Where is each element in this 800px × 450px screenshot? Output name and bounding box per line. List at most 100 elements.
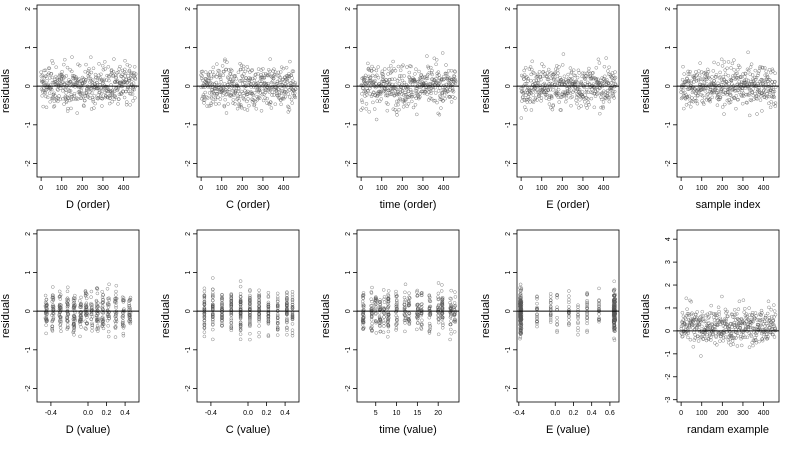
data-point — [574, 79, 579, 83]
data-point — [130, 71, 134, 75]
data-point — [89, 55, 93, 59]
data-point — [419, 326, 423, 330]
data-point — [718, 339, 722, 343]
data-point — [518, 302, 522, 307]
data-point — [124, 89, 128, 94]
data-point — [724, 318, 728, 323]
data-point — [711, 332, 715, 337]
data-point — [115, 79, 120, 83]
data-point — [729, 343, 733, 347]
data-point — [749, 317, 753, 322]
data-point — [548, 306, 553, 311]
data-point — [42, 68, 46, 73]
data-point — [114, 283, 119, 288]
data-point — [58, 323, 62, 327]
data-point — [114, 305, 118, 310]
data-point — [718, 95, 723, 100]
data-point — [220, 306, 224, 311]
data-point — [576, 316, 580, 321]
y-tick-label: -1 — [345, 122, 352, 128]
data-point — [127, 68, 132, 73]
data-point — [373, 312, 378, 316]
data-point — [712, 60, 716, 65]
data-point — [440, 283, 444, 287]
data-point — [397, 107, 401, 112]
data-point — [585, 321, 589, 326]
x-tick-label: 0 — [679, 185, 683, 192]
data-point — [449, 288, 453, 293]
data-point — [443, 96, 447, 101]
data-point — [266, 307, 271, 311]
data-point — [216, 95, 220, 100]
data-point — [100, 104, 104, 108]
data-point — [361, 305, 366, 310]
data-point — [613, 299, 617, 304]
x-axis-label: sample index — [696, 199, 761, 211]
data-point — [436, 316, 440, 321]
data-point — [43, 293, 48, 298]
data-point — [688, 86, 692, 91]
data-point — [248, 299, 252, 304]
data-point — [207, 76, 212, 80]
data-point — [361, 86, 365, 90]
data-point — [266, 314, 271, 318]
data-point — [712, 79, 717, 83]
data-point — [528, 100, 532, 104]
data-point — [359, 98, 364, 102]
data-point — [79, 305, 84, 309]
x-tick-label: 300 — [97, 185, 109, 192]
data-point — [424, 81, 428, 85]
data-point — [113, 326, 118, 330]
data-point — [261, 76, 265, 80]
data-point — [552, 78, 556, 82]
data-point — [65, 65, 70, 70]
y-tick-label: -1 — [185, 122, 192, 128]
data-point — [585, 306, 589, 310]
data-point — [380, 69, 385, 74]
data-point — [745, 101, 749, 105]
data-point — [378, 298, 382, 302]
data-point — [726, 73, 731, 78]
data-point — [611, 320, 616, 324]
data-point — [769, 100, 773, 104]
data-point — [753, 68, 758, 73]
data-point — [733, 71, 738, 76]
data-point — [277, 91, 282, 95]
data-point — [773, 71, 777, 75]
data-point — [378, 302, 383, 306]
data-point — [442, 74, 446, 79]
data-point — [529, 72, 533, 77]
data-point — [706, 336, 710, 341]
data-point — [132, 87, 137, 92]
data-point — [380, 74, 385, 79]
data-point — [248, 289, 252, 293]
data-point — [114, 319, 119, 324]
data-point — [114, 289, 118, 294]
data-point — [103, 95, 108, 100]
data-point — [258, 79, 262, 84]
data-point — [290, 333, 295, 338]
data-point — [113, 321, 118, 325]
data-point — [426, 66, 431, 70]
x-tick-label: 0 — [199, 185, 203, 192]
data-point — [112, 57, 116, 61]
data-point — [65, 327, 69, 331]
data-point — [257, 319, 261, 324]
data-point — [113, 95, 118, 100]
data-point — [442, 93, 447, 97]
data-point — [440, 316, 445, 320]
x-tick-label: 0.4 — [587, 410, 597, 417]
data-point — [403, 321, 407, 325]
x-tick-label: 5 — [374, 410, 378, 417]
data-point — [39, 70, 43, 74]
data-point — [96, 304, 100, 309]
data-point — [257, 324, 261, 328]
data-point — [549, 94, 554, 98]
data-point — [693, 323, 697, 328]
data-point — [701, 337, 706, 341]
data-point — [105, 94, 110, 99]
data-point — [535, 319, 539, 324]
data-point — [751, 338, 756, 342]
data-point — [236, 70, 241, 75]
data-point — [427, 293, 432, 297]
